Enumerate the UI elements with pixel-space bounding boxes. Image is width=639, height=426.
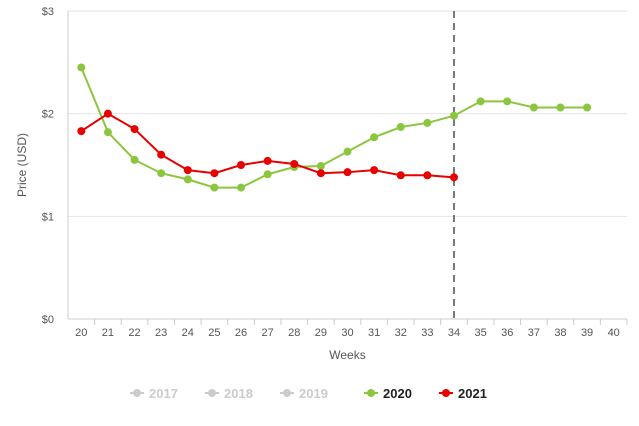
data-point-2020[interactable] [103,128,112,137]
data-point-2020[interactable] [423,118,432,127]
x-tick-label: 29 [315,327,327,339]
data-point-2020[interactable] [529,103,538,112]
y-tick-label: $2 [42,109,54,121]
data-point-2021[interactable] [290,159,299,168]
x-tick-label: 28 [288,327,300,339]
y-axis-ticks: $0 $1 $2 $3 [42,6,54,326]
series-group [77,63,592,192]
data-point-2020[interactable] [77,63,86,72]
legend-label: 2018 [224,386,253,401]
legend: 2017 2018 2019 2020 2021 [130,386,487,401]
data-point-2020[interactable] [556,103,565,112]
x-tick-label: 33 [421,327,433,339]
data-point-2021[interactable] [237,161,246,169]
x-tick-label: 31 [368,327,380,339]
legend-label: 2020 [383,386,412,401]
series-line-2020 [80,67,588,189]
y-tick-label: $3 [42,6,54,18]
data-point-2021[interactable] [423,171,432,180]
x-axis-title: Weeks [329,348,365,362]
data-point-2021[interactable] [316,169,325,178]
x-tick-label: 22 [128,327,140,339]
legend-label: 2019 [299,386,328,401]
data-point-2021[interactable] [77,127,86,136]
y-axis-title: Price (USD) [15,133,29,197]
legend-marker-icon [442,389,450,397]
data-point-2020[interactable] [157,169,166,178]
data-point-2020[interactable] [476,97,485,106]
data-point-2020[interactable] [237,183,246,192]
data-point-2020[interactable] [449,111,458,120]
legend-marker-icon [367,389,375,397]
x-tick-label: 38 [554,327,566,339]
x-tick-label: 25 [208,327,220,339]
data-point-2020[interactable] [343,147,352,156]
x-tick-label: 30 [341,327,353,339]
data-point-2020[interactable] [130,155,139,164]
series-2021 [77,109,458,182]
data-point-2021[interactable] [396,171,405,180]
data-point-2021[interactable] [103,109,112,118]
data-point-2020[interactable] [396,123,405,132]
legend-item-2021[interactable]: 2021 [439,386,487,401]
data-point-2020[interactable] [503,97,512,106]
x-tick-label: 34 [448,327,460,339]
data-point-2020[interactable] [583,103,592,112]
data-point-2021[interactable] [210,169,219,178]
data-point-2020[interactable] [263,170,272,179]
data-point-2021[interactable] [130,125,139,134]
data-point-2021[interactable] [370,166,379,175]
legend-marker-icon [283,389,291,397]
x-tick-label: 27 [262,327,274,339]
series-line-2021 [80,112,455,179]
axes [67,11,627,320]
legend-item-2019[interactable]: 2019 [280,386,328,401]
data-point-2021[interactable] [449,173,458,182]
grid-lines [68,10,627,217]
x-tick-label: 21 [102,327,114,339]
legend-label: 2021 [458,386,487,401]
x-tick-label: 26 [235,327,247,339]
data-point-2020[interactable] [316,162,325,171]
legend-label: 2017 [149,386,178,401]
data-point-2021[interactable] [183,166,192,175]
data-point-2021[interactable] [263,156,272,165]
x-tick-label: 24 [182,327,194,339]
x-tick-label: 36 [501,327,513,339]
x-axis-ticks: 20 21 22 23 24 25 26 27 28 29 30 31 32 33 34 35 36 37 38 39… [75,319,628,339]
data-point-2021[interactable] [343,168,352,177]
data-point-2020[interactable] [210,183,219,192]
legend-item-2017[interactable]: 2017 [130,386,178,401]
legend-marker-icon [208,389,216,397]
x-tick-label: 40 [608,327,620,339]
legend-marker-icon [133,389,141,397]
legend-item-2018[interactable]: 2018 [205,386,253,401]
x-tick-label: 20 [75,327,87,339]
x-tick-label: 23 [155,327,167,339]
legend-item-2020[interactable]: 2020 [364,386,412,401]
x-tick-label: 35 [474,327,486,339]
y-tick-label: $1 [42,211,54,223]
x-tick-label: 37 [528,327,540,339]
x-tick-label: 39 [581,327,593,339]
data-point-2020[interactable] [183,175,192,184]
data-point-2021[interactable] [157,150,166,159]
x-tick-label: 32 [395,327,407,339]
y-tick-label: $0 [42,314,54,326]
data-point-2020[interactable] [370,133,379,142]
series-2020 [77,63,592,192]
